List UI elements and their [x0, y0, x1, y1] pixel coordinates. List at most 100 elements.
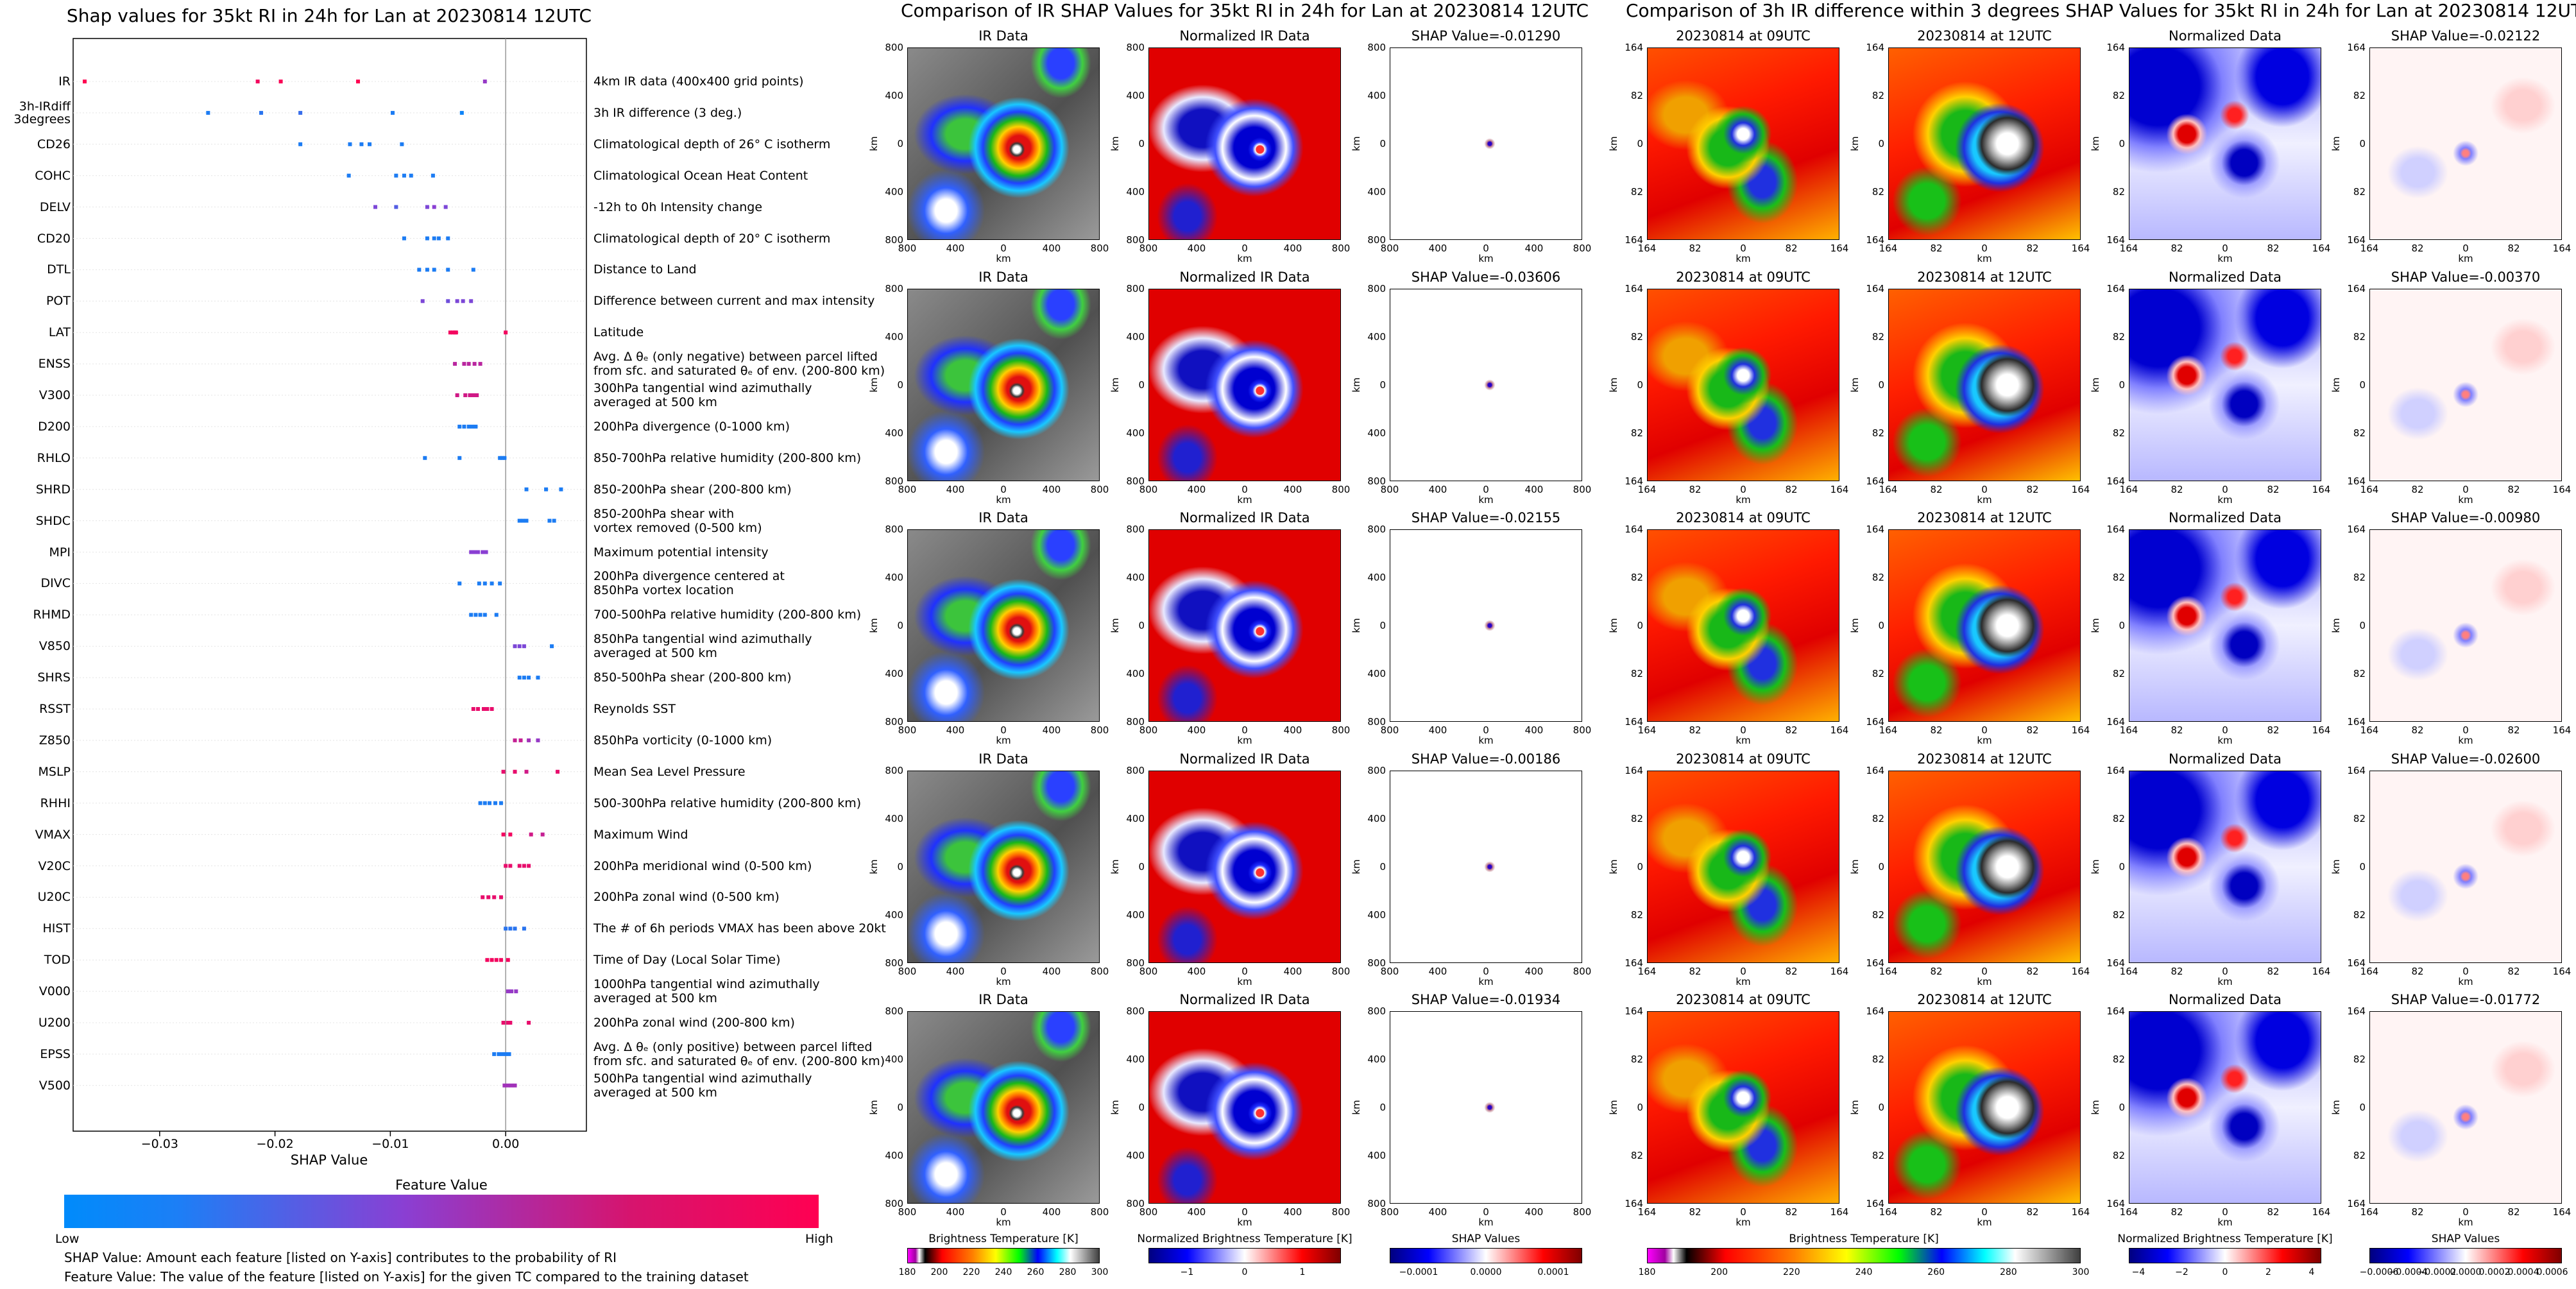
colorbar-tick-label: −0.0006 [2359, 1267, 2399, 1277]
normalized-ir-panel [1148, 1011, 1341, 1204]
ir-data-panel-title: IR Data [978, 28, 1028, 44]
y-tick-label: 164 [1625, 475, 1643, 487]
x-tick-label: 400 [1428, 1206, 1447, 1218]
y-tick-label: 164 [1866, 1198, 1884, 1209]
shap-point [481, 550, 485, 554]
shap-point [547, 518, 552, 523]
x-axis-label: km [1478, 976, 1494, 987]
x-tick-label: 0 [1483, 966, 1489, 977]
y-tick-label: 800 [1367, 765, 1386, 776]
x-tick-label: 800 [1090, 724, 1109, 736]
y-tick-label: 800 [1126, 475, 1145, 487]
shap-point [446, 236, 450, 241]
ir-shap-panel-title: SHAP Value=-0.01934 [1411, 992, 1561, 1007]
x-axis-label: km [2217, 735, 2233, 746]
y-axis-label: km [2090, 136, 2101, 151]
y-tick-label: 800 [885, 716, 903, 728]
shap-point [552, 518, 556, 523]
x-axis-label: km [1736, 1216, 1751, 1228]
y-tick-label: 800 [1367, 957, 1386, 969]
x-tick-label: 164 [1830, 724, 1849, 736]
normalized-ir-panel [1148, 529, 1341, 722]
feature-desc-label: Avg. Δ θₑ (only negative) between parcel… [593, 350, 885, 379]
x-tick-label: 82 [2026, 243, 2039, 254]
x-tick-label: 0 [1740, 1206, 1746, 1218]
y-tick-label: 800 [885, 1005, 903, 1017]
y-axis-label: km [1109, 1100, 1121, 1115]
x-tick-label: 82 [2026, 484, 2039, 495]
colorbar-tick-label: 220 [1782, 1267, 1800, 1277]
x-tick-label: 800 [1331, 966, 1351, 977]
shap-point [255, 80, 260, 83]
y-tick-label: 0 [1379, 1102, 1386, 1113]
x-axis-label: km [2458, 976, 2473, 987]
shap-point [476, 707, 481, 711]
y-tick-label: 400 [885, 909, 903, 921]
colorbar-tick-label: −0.0004 [2388, 1267, 2428, 1277]
x-axis-label: km [2458, 494, 2473, 506]
shap-point [470, 424, 475, 429]
x-axis-label: km [1736, 253, 1751, 264]
ir-12utc-panel [1888, 1011, 2081, 1204]
feature-desc-label: 500hPa tangential wind azimuthally averag… [593, 1071, 812, 1100]
y-tick-label: 0 [1379, 138, 1386, 149]
x-tick-label: 400 [1042, 1206, 1061, 1218]
shap-point [517, 676, 522, 680]
x-tick-label: 164 [2119, 484, 2138, 495]
y-tick-label: 82 [1872, 668, 1884, 679]
feature-code-label: RSST [39, 702, 71, 716]
y-tick-label: 164 [2106, 765, 2125, 776]
x-tick-label: 164 [2071, 243, 2090, 254]
y-tick-label: 82 [2112, 1054, 2125, 1065]
feature-desc-label: -12h to 0h Intensity change [593, 200, 763, 214]
mid-bt-colorbar [907, 1248, 1100, 1263]
y-tick-label: 82 [2353, 668, 2366, 679]
normalized-diff-panel [2129, 771, 2321, 963]
x-tick-label: 800 [1139, 724, 1158, 736]
feature-desc-label: 850-500hPa shear (200-800 km) [593, 670, 792, 685]
normalized-diff-panel-title: Normalized Data [2169, 992, 2282, 1007]
feature-note: Feature Value: The value of the feature … [64, 1269, 749, 1285]
y-tick-label: 82 [1872, 427, 1884, 439]
shap-point [484, 550, 488, 554]
x-tick-label: 164 [1830, 966, 1849, 977]
y-tick-label: 82 [1630, 909, 1643, 921]
y-tick-label: 0 [1637, 620, 1643, 631]
shap-point [498, 456, 502, 460]
shap-point [455, 393, 459, 397]
y-tick-label: 82 [1630, 186, 1643, 198]
y-tick-label: 0 [1379, 620, 1386, 631]
x-tick-label: 400 [1187, 1206, 1206, 1218]
shap-point [482, 581, 487, 586]
ir-data-panel [907, 771, 1100, 963]
x-tick-label: 0 [2462, 484, 2469, 495]
y-tick-label: 0 [1138, 1102, 1145, 1113]
x-tick-label: 82 [2171, 484, 2183, 495]
y-tick-label: 164 [2347, 1198, 2366, 1209]
y-tick-label: 82 [2112, 813, 2125, 824]
y-tick-label: 164 [2106, 1005, 2125, 1017]
shap-point [494, 613, 499, 617]
y-axis-label: km [868, 1100, 880, 1115]
shap-point [506, 958, 510, 962]
irdiff-shap-panel [2369, 771, 2562, 963]
x-axis-label: km [1478, 1216, 1494, 1228]
x-tick-label: 400 [1283, 484, 1302, 495]
right-norm-colorbar [2129, 1248, 2321, 1263]
shap-point [494, 958, 499, 962]
shap-point [521, 518, 525, 523]
x-tick-label: 82 [1689, 966, 1702, 977]
x-tick-label: 82 [1930, 724, 1943, 736]
ir-09utc-panel-title: 20230814 at 09UTC [1676, 28, 1811, 44]
shap-point [504, 864, 508, 868]
shap-point [462, 362, 466, 366]
ir-shap-panel [1390, 1011, 1582, 1204]
y-tick-label: 82 [2353, 1054, 2366, 1065]
shap-point [536, 676, 540, 680]
y-tick-label: 82 [1872, 331, 1884, 343]
y-tick-label: 82 [2353, 331, 2366, 343]
colorbar-tick-label: 180 [898, 1267, 916, 1277]
colorbar-tick-label: 0 [1241, 1267, 1248, 1277]
ir-data-panel [907, 47, 1100, 240]
x-tick-label: 800 [1331, 243, 1351, 254]
